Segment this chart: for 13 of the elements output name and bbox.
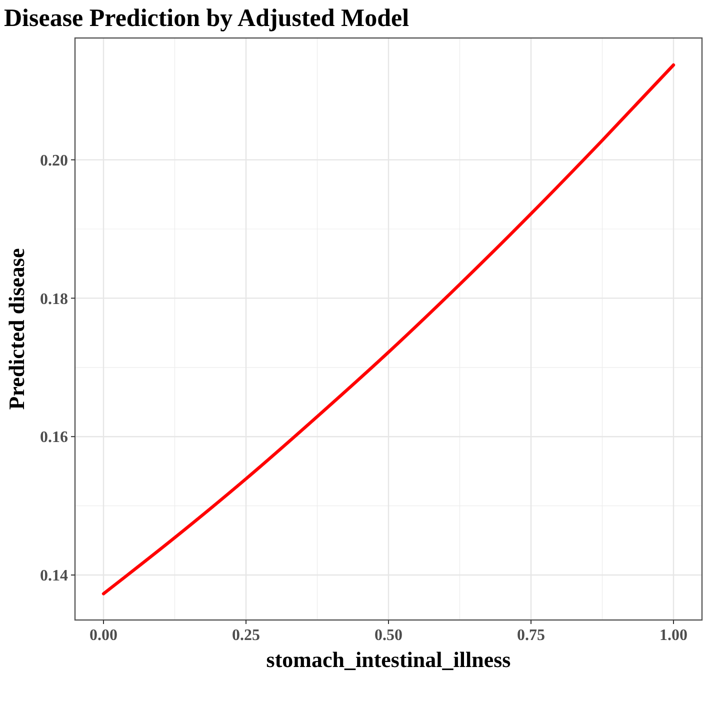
y-tick-label: 0.20 xyxy=(40,152,68,170)
y-tick-label: 0.18 xyxy=(40,290,68,308)
x-tick-label: 1.00 xyxy=(660,627,688,644)
y-tick-label: 0.14 xyxy=(40,568,68,585)
x-tick-label: 0.50 xyxy=(374,627,402,644)
x-tick-label: 0.00 xyxy=(90,627,118,644)
line-series xyxy=(102,63,676,596)
y-axis-title: Predicted disease xyxy=(4,248,29,410)
x-tick-label: 0.25 xyxy=(232,627,260,644)
y-tick-label: 0.16 xyxy=(40,429,68,446)
x-tick-label: 0.75 xyxy=(517,627,545,644)
x-axis-title: stomach_intestinal_illness xyxy=(266,647,512,672)
chart-title: Disease Prediction by Adjusted Model xyxy=(4,5,410,32)
